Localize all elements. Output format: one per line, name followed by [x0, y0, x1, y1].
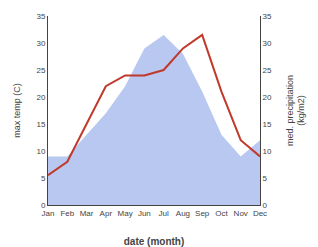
svg-text:35: 35	[36, 12, 45, 21]
svg-text:Aug: Aug	[176, 209, 190, 218]
svg-text:Feb: Feb	[60, 209, 74, 218]
svg-text:May: May	[118, 209, 133, 218]
svg-text:15: 15	[36, 120, 45, 129]
svg-text:5: 5	[41, 174, 46, 183]
svg-text:Jun: Jun	[138, 209, 151, 218]
svg-text:Mar: Mar	[80, 209, 94, 218]
svg-text:5: 5	[263, 174, 268, 183]
svg-text:Sep: Sep	[195, 209, 210, 218]
svg-text:med. precipitation(kg/m2): med. precipitation(kg/m2)	[285, 75, 307, 146]
svg-text:35: 35	[263, 12, 272, 21]
svg-text:25: 25	[263, 66, 272, 75]
svg-text:0: 0	[263, 201, 268, 210]
svg-text:15: 15	[263, 120, 272, 129]
svg-text:30: 30	[263, 39, 272, 48]
svg-text:20: 20	[263, 93, 272, 102]
svg-text:0: 0	[41, 201, 46, 210]
svg-text:max temp (C): max temp (C)	[12, 83, 22, 138]
svg-text:30: 30	[36, 39, 45, 48]
svg-text:10: 10	[263, 147, 272, 156]
svg-text:Nov: Nov	[234, 209, 248, 218]
svg-text:Apr: Apr	[100, 209, 113, 218]
svg-text:date (month): date (month)	[124, 236, 185, 247]
svg-text:10: 10	[36, 147, 45, 156]
svg-text:Jul: Jul	[159, 209, 169, 218]
svg-text:20: 20	[36, 93, 45, 102]
svg-text:Oct: Oct	[215, 209, 228, 218]
svg-text:Dec: Dec	[253, 209, 267, 218]
svg-text:25: 25	[36, 66, 45, 75]
svg-text:Jan: Jan	[42, 209, 55, 218]
